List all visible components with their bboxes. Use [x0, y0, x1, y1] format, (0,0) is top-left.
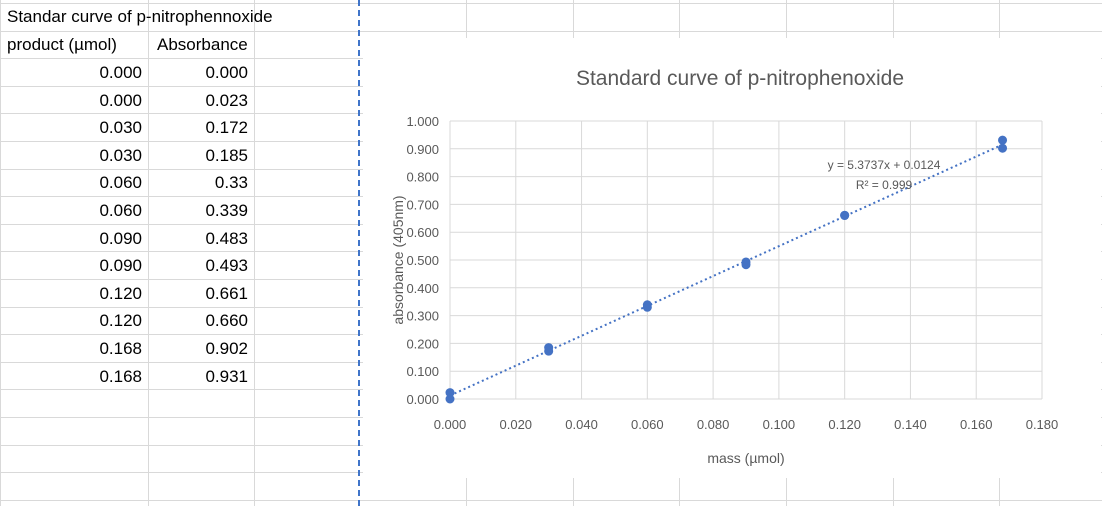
cell-product[interactable]: 0.000 — [99, 90, 142, 110]
x-tick-label: 0.180 — [1026, 417, 1059, 432]
data-point[interactable] — [544, 343, 554, 353]
cell-product[interactable]: 0.168 — [99, 366, 142, 386]
cell-product[interactable]: 0.030 — [99, 118, 142, 138]
cell-product[interactable]: 0.060 — [99, 173, 142, 193]
y-axis-label: absorbance (405nm) — [390, 195, 406, 324]
x-tick-label: 0.120 — [828, 417, 861, 432]
cell-absorbance[interactable]: 0.023 — [205, 90, 248, 110]
header-absorbance[interactable]: Absorbance — [157, 35, 248, 54]
y-tick-label: 1.000 — [406, 114, 439, 129]
x-tick-label: 0.040 — [565, 417, 598, 432]
y-tick-label: 0.700 — [406, 197, 439, 212]
scatter-chart: Standard curve of p-nitrophenoxide 0.000… — [390, 67, 1059, 466]
cell-absorbance[interactable]: 0.339 — [205, 201, 248, 220]
trendline-equation: y = 5.3737x + 0.0124 — [828, 158, 941, 172]
cell-absorbance[interactable]: 0.172 — [205, 118, 248, 138]
cell-product[interactable]: 0.060 — [99, 201, 142, 220]
x-tick-label: 0.140 — [894, 417, 927, 432]
chart-area[interactable]: Standard curve of p-nitrophenoxide 0.000… — [363, 38, 1101, 478]
cell-absorbance[interactable]: 0.661 — [205, 283, 248, 303]
x-tick-label: 0.000 — [434, 417, 467, 432]
column-gridline — [0, 0, 1, 506]
x-tick-label: 0.020 — [500, 417, 533, 432]
data-point[interactable] — [998, 135, 1008, 145]
cell-absorbance[interactable]: 0.000 — [205, 63, 248, 82]
cell-absorbance[interactable]: 0.931 — [205, 366, 248, 386]
trendline — [449, 143, 1003, 397]
y-tick-label: 0.100 — [406, 364, 439, 379]
header-product[interactable]: product (µmol) — [7, 35, 117, 54]
row-gridline — [0, 30, 1102, 32]
cell-product[interactable]: 0.030 — [99, 145, 142, 165]
row-gridline — [0, 3, 1102, 4]
cell-absorbance[interactable]: 0.185 — [205, 145, 248, 165]
cell-product[interactable]: 0.120 — [99, 283, 142, 303]
cell-product[interactable]: 0.120 — [99, 311, 142, 331]
x-axis-label: mass (µmol) — [707, 450, 784, 466]
data-point[interactable] — [998, 143, 1008, 153]
cell-absorbance[interactable]: 0.33 — [214, 173, 248, 193]
y-tick-label: 0.000 — [406, 392, 439, 407]
cell-product[interactable]: 0.090 — [99, 256, 142, 276]
cell-absorbance[interactable]: 0.483 — [205, 228, 248, 248]
cell-absorbance[interactable]: 0.493 — [205, 256, 248, 276]
y-tick-label: 0.300 — [406, 309, 439, 324]
title-cell[interactable]: Standar curve of p-nitrophennoxide — [7, 7, 273, 26]
chart-title: Standard curve of p-nitrophenoxide — [576, 67, 904, 90]
x-tick-label: 0.100 — [763, 417, 796, 432]
data-point[interactable] — [445, 394, 455, 404]
y-tick-label: 0.400 — [406, 281, 439, 296]
y-tick-label: 0.600 — [406, 225, 439, 240]
y-tick-label: 0.800 — [406, 170, 439, 185]
row-gridline — [0, 499, 1102, 501]
column-gridline — [254, 0, 255, 506]
x-tick-label: 0.160 — [960, 417, 993, 432]
y-tick-label: 0.900 — [406, 142, 439, 157]
data-point[interactable] — [642, 300, 652, 310]
cell-absorbance[interactable]: 0.902 — [205, 339, 248, 358]
column-gridline — [148, 0, 149, 506]
data-point[interactable] — [741, 257, 751, 267]
cell-absorbance[interactable]: 0.660 — [205, 311, 248, 331]
data-point[interactable] — [445, 388, 455, 398]
y-tick-label: 0.500 — [406, 253, 439, 268]
data-point[interactable] — [840, 211, 850, 221]
x-tick-label: 0.060 — [631, 417, 664, 432]
page-break-line — [358, 0, 360, 506]
cell-product[interactable]: 0.090 — [99, 228, 142, 248]
cell-product[interactable]: 0.168 — [99, 339, 142, 358]
y-tick-label: 0.200 — [406, 336, 439, 351]
trendline-r2: R² = 0.999 — [856, 178, 913, 192]
cell-product[interactable]: 0.000 — [99, 63, 142, 82]
x-tick-label: 0.080 — [697, 417, 730, 432]
